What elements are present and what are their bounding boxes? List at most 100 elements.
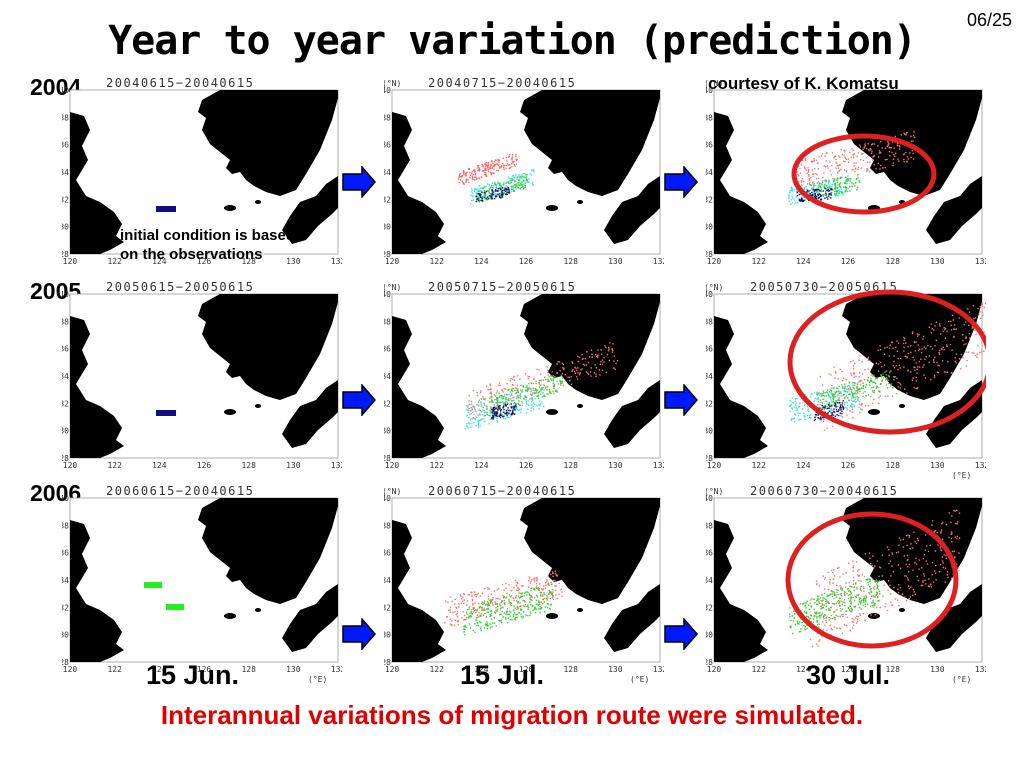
lat-tick-label: 40: [384, 494, 391, 503]
lon-unit-label: (°E): [952, 675, 971, 684]
land-mass: [392, 498, 660, 662]
lat-tick-label: 28: [62, 250, 69, 259]
progression-arrow-icon: [664, 164, 698, 202]
lat-tick-label: 40: [62, 494, 69, 503]
land-mass: [70, 294, 338, 458]
lat-tick-label: 38: [384, 521, 391, 530]
panel-header: 20060730−20040615: [750, 484, 898, 498]
lat-tick-label: 30: [706, 427, 713, 436]
particle-cloud: [444, 570, 563, 636]
lat-tick-label: 40: [706, 86, 713, 95]
lon-tick-label: 128: [885, 665, 900, 674]
date-label-jul30: 30 Jul.: [806, 660, 891, 690]
lon-tick-label: 122: [751, 257, 766, 266]
lon-tick-label: 122: [429, 257, 444, 266]
lon-tick-label: 122: [429, 665, 444, 674]
land-mass: [392, 90, 660, 254]
map-panel-2005-3: 20050730−20050615 (°N)40 38 36 34 32 30 28120 12…: [703, 280, 993, 484]
lon-tick-label: 120: [63, 665, 78, 674]
map-panel-2006-3: 20060730−20040615 (°N)40 38 36 34 32 30 28120 12…: [703, 484, 989, 688]
particle-cloud: [788, 131, 916, 206]
initial-release-area: [156, 410, 176, 416]
progression-arrow-icon: [342, 616, 376, 654]
lon-tick-label: 130: [608, 461, 623, 470]
note-line-2: on the observations: [120, 246, 263, 263]
lat-tick-label: 28: [706, 250, 713, 259]
lat-tick-label: 40: [384, 86, 391, 95]
lon-tick-label: 120: [707, 257, 722, 266]
lat-tick-label: 34: [706, 168, 713, 177]
panel-header: 20040715−20040615: [428, 76, 576, 90]
initial-release-area: [166, 604, 184, 610]
lon-tick-label: 124: [474, 257, 489, 266]
lon-tick-label: 124: [152, 461, 167, 470]
lat-tick-label: 38: [62, 113, 69, 122]
slide-title: Year to year variation (prediction): [108, 18, 917, 64]
map-panel-2004-2: 20040715−20040615 (°N)40 38 36 34 32 30 28120 12…: [381, 76, 667, 280]
lon-tick-label: 132: [653, 665, 664, 674]
lon-tick-label: 124: [152, 665, 167, 674]
lat-tick-label: 30: [384, 223, 391, 232]
lat-tick-label: 32: [62, 399, 69, 408]
lat-tick-label: 38: [384, 113, 391, 122]
lon-tick-label: 120: [385, 257, 400, 266]
panel-header: 20050730−20050615: [750, 280, 898, 294]
lon-tick-label: 126: [197, 257, 212, 266]
map-area: [713, 89, 983, 255]
lon-tick-label: 132: [975, 461, 986, 470]
panel-header: 20050615−20050615: [106, 280, 254, 294]
lat-tick-label: 34: [384, 168, 391, 177]
date-label-jul15: 15 Jul.: [460, 660, 545, 690]
lat-tick-label: 36: [706, 345, 713, 354]
lat-tick-label: 32: [706, 195, 713, 204]
lat-tick-label: 30: [384, 427, 391, 436]
lon-tick-label: 132: [653, 461, 664, 470]
panel-header: 20060615−20040615: [106, 484, 254, 498]
map-panel-2006-1: 20060615−20040615 40 38 36 34 32 30 28120 122 124…: [59, 484, 345, 688]
lon-tick-label: 120: [385, 665, 400, 674]
panel-header: 20040615−20040615: [106, 76, 254, 90]
lon-tick-label: 126: [841, 461, 856, 470]
lat-tick-label: 38: [706, 521, 713, 530]
lat-tick-label: 34: [384, 576, 391, 585]
lat-tick-label: 38: [62, 521, 69, 530]
progression-arrow-icon: [342, 164, 376, 202]
lat-tick-label: 30: [62, 223, 69, 232]
lat-tick-label: 34: [706, 372, 713, 381]
map-panel-2006-2: 20060715−20040615 (°N)40 38 36 34 32 30 28120 12…: [381, 484, 667, 688]
lat-tick-label: 38: [706, 317, 713, 326]
lat-tick-label: 36: [706, 141, 713, 150]
map-panel-2004-1: 20040615−20040615 40 38 36 34 32 30 28120 122 124…: [59, 76, 345, 280]
lon-tick-label: 130: [930, 461, 945, 470]
lat-tick-label: 40: [706, 290, 713, 299]
lat-tick-label: 28: [384, 250, 391, 259]
lat-tick-label: 38: [62, 317, 69, 326]
map-area: [69, 293, 339, 459]
initial-release-area: [156, 206, 176, 212]
lon-tick-label: 128: [563, 257, 578, 266]
lat-unit-label: (°N): [384, 79, 401, 88]
lon-tick-label: 126: [841, 665, 856, 674]
particle-cloud: [464, 342, 619, 430]
lon-tick-label: 124: [152, 257, 167, 266]
lat-tick-label: 34: [706, 576, 713, 585]
lat-tick-label: 32: [384, 195, 391, 204]
land-mass: [714, 294, 982, 458]
land-mass: [70, 90, 338, 254]
lat-unit-label: (°N): [706, 283, 723, 292]
note-line-1: initial condition is based: [120, 227, 296, 244]
map-area: [69, 89, 339, 255]
lat-unit-label: (°N): [706, 79, 723, 88]
lat-tick-label: 32: [706, 399, 713, 408]
lon-tick-label: 124: [474, 665, 489, 674]
lon-tick-label: 132: [975, 665, 986, 674]
map-panel-2005-2: 20050715−20050615 (°N)40 38 36 34 32 30 28120 12…: [381, 280, 667, 484]
lat-tick-label: 36: [384, 141, 391, 150]
lat-tick-label: 40: [384, 290, 391, 299]
lon-tick-label: 124: [796, 257, 811, 266]
summary-text: Interannual variations of migration rout…: [160, 700, 864, 730]
lat-unit-label: (°N): [384, 487, 401, 496]
lon-tick-label: 130: [930, 257, 945, 266]
lat-tick-label: 34: [62, 168, 69, 177]
lon-unit-label: (°E): [630, 675, 649, 684]
